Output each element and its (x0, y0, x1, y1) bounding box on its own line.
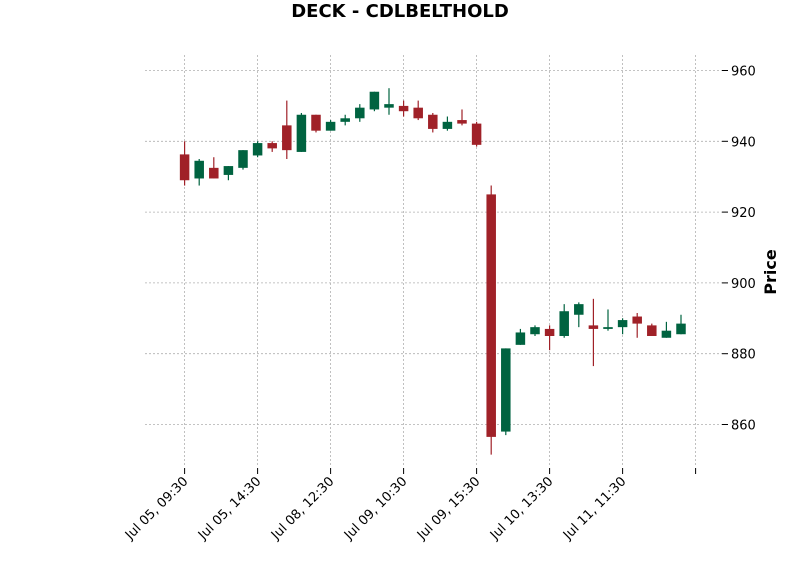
candle-body (632, 316, 642, 324)
y-tick-label: 960 (731, 65, 756, 80)
candle-body (355, 107, 365, 119)
candle (238, 150, 248, 170)
candle (544, 325, 555, 351)
candle (223, 166, 234, 181)
candle (501, 348, 511, 436)
candle-body (647, 325, 657, 336)
candle-body (209, 167, 219, 179)
x-axis: Jul 05, 09:30 Jul 05, 14:30 Jul 08, 12:30 J… (122, 468, 697, 544)
candle (471, 121, 482, 147)
candle-body (559, 311, 569, 336)
candle (413, 100, 423, 121)
candle (398, 100, 409, 117)
x-tick-label: Jul 11, 11:30 (560, 474, 629, 543)
candle (515, 328, 526, 345)
x-tick-label: Jul 09, 10:30 (341, 474, 410, 543)
candle-body (340, 118, 350, 122)
candle-body (252, 143, 263, 156)
candle-body (369, 91, 380, 110)
x-tick-label: Jul 05, 14:30 (195, 474, 264, 543)
candle-body (311, 114, 321, 131)
candle (267, 141, 277, 152)
candle (530, 325, 540, 336)
candle-body (603, 327, 613, 329)
candle (676, 314, 686, 335)
candle-body (617, 320, 628, 328)
x-tick-label: Jul 09, 15:30 (414, 474, 483, 543)
candle (369, 91, 380, 112)
candle (282, 100, 292, 159)
x-tick-label: Jul 05, 09:30 (122, 474, 191, 543)
candle-body (442, 121, 453, 129)
candle-body (515, 332, 526, 345)
candle-body (398, 105, 409, 112)
candle-body (223, 166, 234, 175)
y-tick-label: 900 (731, 277, 756, 292)
candle (325, 120, 336, 131)
candle (428, 112, 438, 133)
y-axis-label: Price (761, 249, 780, 295)
candle (252, 141, 263, 158)
candle-body (267, 143, 277, 149)
candle (632, 312, 642, 338)
grid (145, 55, 722, 466)
candles (179, 88, 686, 455)
candle-body (574, 304, 584, 315)
candle-body (179, 154, 190, 181)
candle (355, 104, 365, 122)
candle (384, 88, 394, 115)
candle (179, 141, 190, 186)
y-tick-label: 860 (731, 419, 756, 434)
y-tick-label: 880 (731, 348, 756, 363)
candle (559, 304, 569, 338)
candle-body (661, 330, 672, 338)
candle-body (471, 123, 482, 145)
candle-body (501, 348, 511, 432)
candle (574, 302, 584, 328)
candle-body (325, 121, 336, 131)
candle-body (282, 125, 292, 151)
y-axis: 860 880 900 920 940 960 (722, 65, 756, 434)
candle (340, 114, 350, 126)
candle-body (676, 323, 686, 335)
candle (486, 185, 496, 455)
candle-body (530, 327, 540, 335)
candle-body (296, 114, 307, 152)
candle-body (413, 107, 423, 119)
candle (457, 109, 467, 126)
candle-body (384, 104, 394, 108)
candle-body (457, 120, 467, 124)
x-tick-label: Jul 10, 13:30 (487, 474, 556, 543)
chart-title: DECK - CDLBELTHOLD (291, 1, 509, 22)
x-tick-label: Jul 08, 12:30 (268, 474, 337, 543)
y-tick-label: 920 (731, 206, 756, 221)
candle (442, 116, 453, 131)
candle-body (588, 325, 599, 329)
candle (647, 323, 657, 336)
y-tick-label: 940 (731, 135, 756, 150)
candle-body (194, 160, 204, 179)
candle (661, 321, 672, 338)
candle (209, 157, 219, 179)
candle-body (544, 328, 555, 336)
candle (603, 309, 613, 331)
candle (296, 112, 307, 152)
candle-body (486, 194, 496, 437)
candle-body (428, 114, 438, 129)
candle (617, 318, 628, 335)
candle (588, 298, 599, 367)
candle (194, 159, 204, 186)
candle-body (238, 150, 248, 168)
candle (311, 114, 321, 133)
